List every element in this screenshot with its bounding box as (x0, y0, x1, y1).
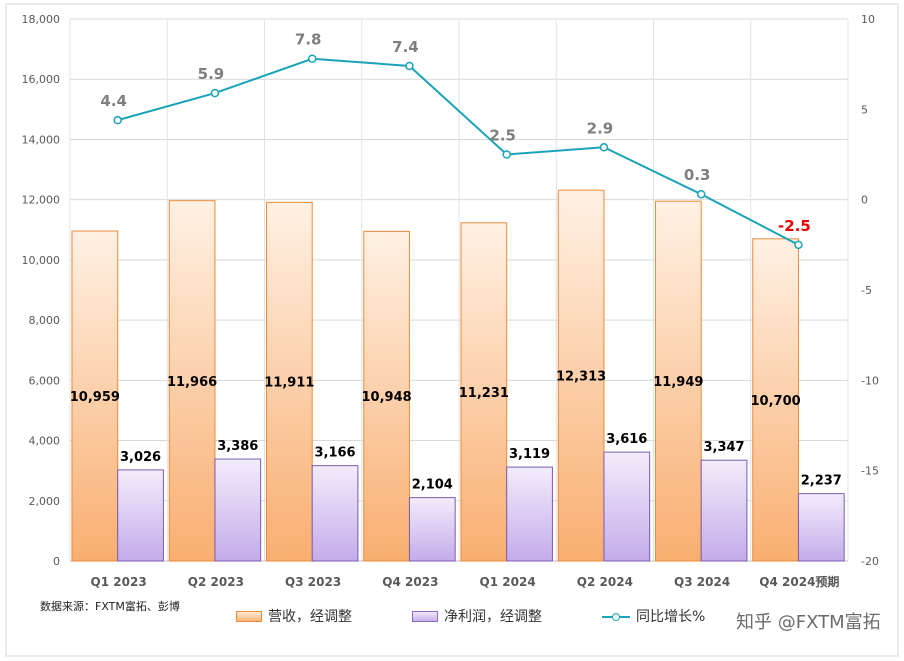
x-tick-label: Q2 2024 (577, 575, 633, 589)
growth-label: 7.4 (392, 38, 419, 56)
growth-line (117, 57, 799, 246)
y-tick-label: 14,000 (22, 133, 61, 146)
y-tick-label: 4,000 (29, 435, 61, 448)
y-tick-label: 6,000 (29, 374, 61, 387)
x-tick-label: Q3 2024 (674, 575, 730, 589)
growth-point (210, 88, 220, 98)
watermark: 知乎 @FXTM富拓 (736, 612, 881, 633)
bar-revenue-label: 11,911 (264, 376, 314, 391)
y2-tick-label: 0 (861, 194, 868, 207)
source-note: 数据来源：FXTM富拓、彭博 (40, 600, 180, 613)
bar-revenue (266, 201, 313, 562)
bar-revenue (71, 230, 119, 562)
bar-net-profit (214, 458, 262, 562)
x-tick-label: Q2 2023 (188, 575, 244, 589)
bar-net-profit-label: 3,119 (509, 447, 550, 462)
bar-revenue (655, 200, 702, 562)
x-tick-label: Q3 2023 (285, 575, 341, 589)
growth-point (696, 189, 706, 199)
bar-revenue-label: 10,948 (362, 390, 412, 405)
growth-label: 4.4 (100, 92, 127, 110)
growth-point (307, 54, 317, 63)
legend-net-profit-label: 净利润，经调整 (444, 609, 542, 625)
x-tick-label: Q1 2023 (91, 575, 147, 589)
growth-label: -2.5 (778, 217, 811, 235)
y2-tick-label: -15 (861, 465, 879, 478)
bar-revenue-label: 11,949 (653, 375, 703, 390)
legend-growth-swatch (602, 611, 630, 622)
y2-tick-label: -20 (861, 555, 879, 568)
bar-net-profit (311, 465, 359, 562)
x-tick-label: Q1 2024 (480, 575, 536, 589)
growth-label: 2.9 (587, 119, 614, 137)
bar-net-profit-label: 3,386 (217, 439, 258, 454)
bar-revenue-label: 12,313 (556, 370, 606, 385)
y-tick-label: 10,000 (22, 254, 61, 267)
bar-revenue (168, 200, 216, 562)
y-tick-label: 8,000 (29, 314, 61, 327)
bar-net-profit-label: 2,104 (412, 478, 453, 493)
growth-label: 2.5 (489, 127, 516, 145)
bar-net-profit (117, 469, 164, 562)
growth-label: 5.9 (198, 65, 225, 83)
bar-net-profit-label: 3,026 (120, 450, 161, 465)
bar-net-profit (506, 466, 553, 562)
y2-tick-label: 5 (861, 103, 868, 116)
x-tick-label: Q4 2024预期 (759, 574, 839, 589)
legend-revenue: 营收，经调整 (236, 606, 352, 626)
bar-revenue-label: 11,231 (459, 386, 509, 401)
x-tick-label: Q4 2023 (382, 575, 438, 589)
growth-point (113, 115, 122, 125)
legend-net-profit-swatch (412, 610, 438, 622)
bar-net-profit (797, 493, 845, 562)
legend-growth-label: 同比增长% (636, 609, 706, 625)
bar-net-profit (408, 497, 456, 562)
bar-revenue-label: 10,700 (751, 394, 801, 409)
bar-revenue (460, 222, 508, 562)
legend-growth: 同比增长% (602, 606, 705, 626)
growth-point (502, 150, 511, 159)
bar-net-profit-label: 3,347 (703, 440, 744, 455)
bar-net-profit-label: 2,237 (801, 474, 842, 489)
growth-point (794, 240, 803, 250)
growth-point (599, 143, 609, 152)
y-tick-label: 0 (53, 555, 60, 568)
y2-tick-label: 10 (861, 13, 875, 26)
growth-label: 7.8 (295, 31, 322, 49)
y-tick-label: 16,000 (22, 73, 61, 86)
growth-point (405, 61, 414, 71)
y-tick-label: 12,000 (22, 194, 61, 207)
legend-revenue-swatch (236, 610, 262, 622)
legend-net-profit: 净利润，经调整 (412, 606, 542, 626)
chart-border (5, 3, 899, 657)
y-tick-label: 18,000 (22, 13, 61, 26)
y2-tick-label: -10 (861, 374, 879, 387)
growth-label: 0.3 (684, 166, 711, 184)
bar-net-profit (603, 451, 651, 562)
bar-revenue-label: 10,959 (70, 390, 120, 405)
y-tick-label: 2,000 (29, 495, 61, 508)
bar-revenue (363, 230, 410, 562)
bar-net-profit (700, 459, 748, 562)
bar-revenue (557, 189, 605, 562)
legend-revenue-label: 营收，经调整 (268, 609, 352, 625)
bar-net-profit-label: 3,616 (606, 432, 647, 447)
bar-revenue-label: 11,966 (167, 375, 217, 390)
bar-revenue (752, 238, 799, 562)
bar-net-profit-label: 3,166 (314, 446, 355, 461)
y2-tick-label: -5 (861, 284, 872, 297)
